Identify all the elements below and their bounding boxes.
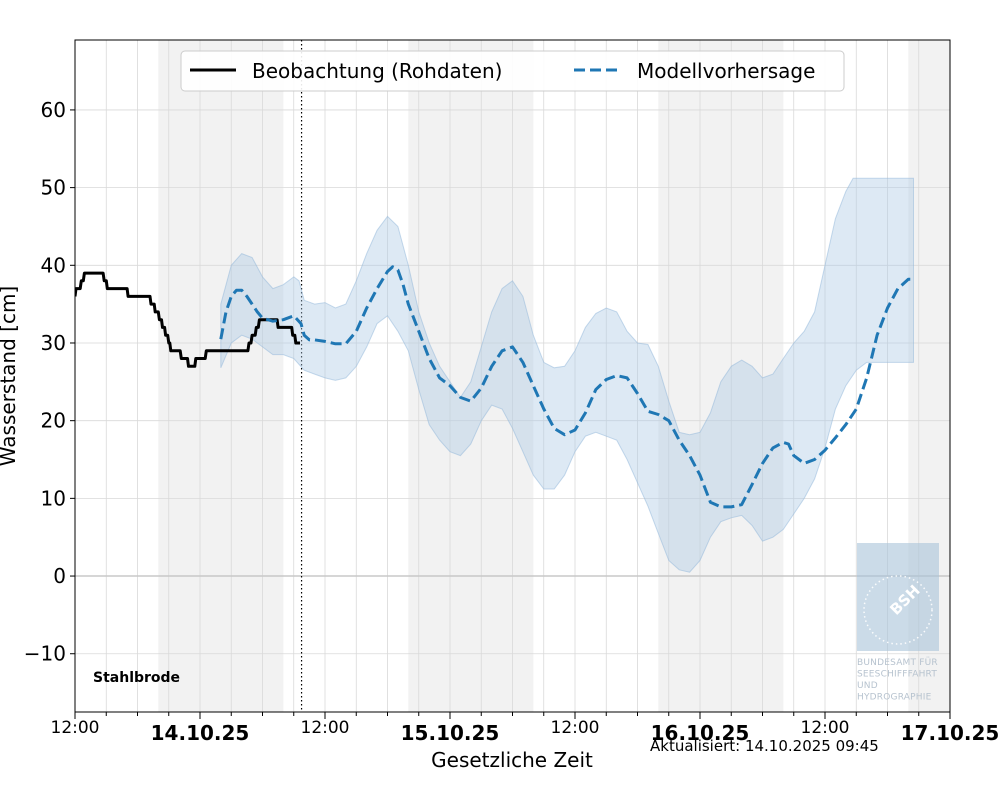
uncertainty-band: [220, 177, 914, 573]
forecast-line: [219, 265, 914, 509]
series-lines: [75, 265, 914, 509]
logo-caption-line: SEESCHIFFFAHRT: [857, 670, 937, 680]
y-tick-label: 50: [41, 176, 66, 200]
legend: Beobachtung (Rohdaten) Modellvorhersage: [180, 50, 845, 92]
y-axis: −10 0 10 20 30 40 50 60: [24, 98, 75, 666]
logo-caption-line: BUNDESAMT FÜR: [857, 657, 938, 668]
y-axis-label: Wasserstand [cm]: [0, 286, 20, 466]
night-band: [158, 40, 284, 712]
logo-caption-line: HYDROGRAPHIE: [857, 693, 932, 703]
uncertainty-band-area: [220, 177, 914, 573]
x-tick-label: 14.10.25: [151, 721, 250, 745]
logo-ring: [863, 575, 933, 645]
legend-forecast-label: Modellvorhersage: [637, 59, 815, 83]
x-tick-label: 16.10.25: [651, 721, 750, 745]
x-axis-label: Gesetzliche Zeit: [431, 748, 593, 772]
y-tick-label: 30: [41, 331, 66, 355]
x-tick-label: 12:00: [51, 718, 100, 738]
y-tick-label: 0: [53, 564, 66, 588]
legend-observation-label: Beobachtung (Rohdaten): [252, 59, 502, 83]
y-tick-label: 60: [41, 98, 66, 122]
logo-panel: [857, 543, 939, 651]
x-tick-label: 15.10.25: [401, 721, 500, 745]
station-label: Stahlbrode: [93, 670, 180, 686]
y-tick-label: 20: [41, 409, 66, 433]
x-axis: 12:00 14.10.25 12:00 15.10.25 12:00 16.10.25 1…: [51, 712, 1000, 745]
y-tick-label: −10: [24, 642, 66, 666]
y-tick-label: 10: [41, 486, 66, 510]
observation-line: [75, 271, 300, 368]
x-tick-label: 12:00: [801, 718, 850, 738]
y-tick-label: 40: [41, 253, 66, 277]
x-tick-label: 17.10.25: [901, 721, 1000, 745]
night-band: [658, 40, 784, 712]
x-tick-label: 12:00: [551, 718, 600, 738]
logo-caption-line: UND: [857, 681, 878, 691]
legend-box: [180, 50, 845, 92]
x-tick-label: 12:00: [301, 718, 350, 738]
updated-timestamp: Aktualisiert: 14.10.2025 09:45: [650, 737, 879, 755]
